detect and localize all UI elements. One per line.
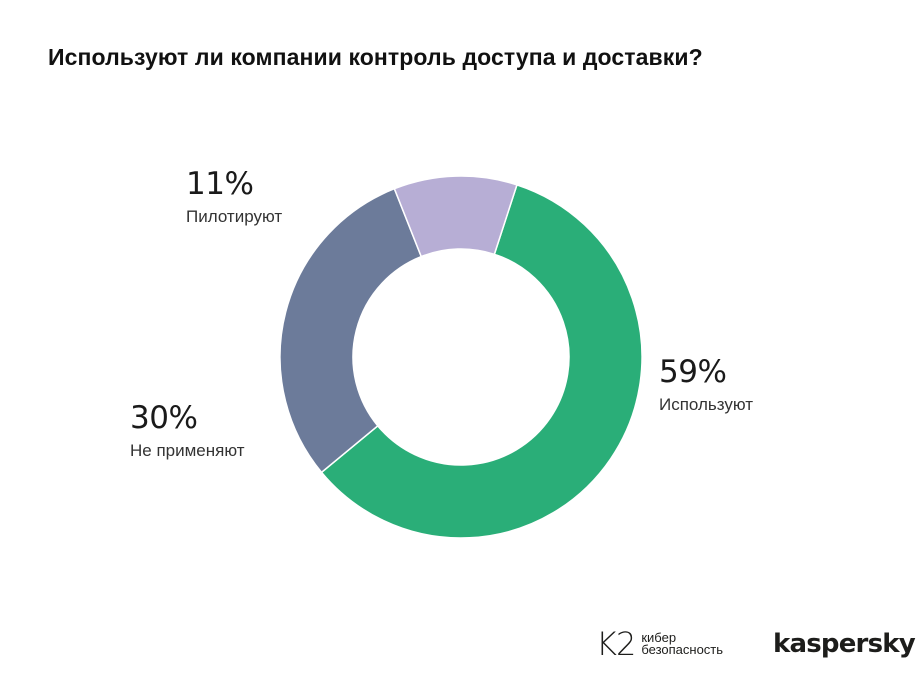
data-label-used: 59% <box>659 354 727 390</box>
k2-logo-mark: K2 <box>596 625 636 663</box>
slice-pilot <box>393 175 518 258</box>
category-label-not-used: Не применяют <box>130 441 245 460</box>
category-label-pilot: Пилотируют <box>186 207 283 226</box>
label-not-used: 30% Не применяют <box>130 400 245 462</box>
k2-logo: K2 кибер безопасность <box>596 628 723 660</box>
label-used: 59% Используют <box>659 354 753 416</box>
slice-not-used <box>279 187 423 474</box>
kaspersky-logo: kaspersky <box>773 629 916 659</box>
k2-logo-line2: безопасность <box>641 642 724 657</box>
category-label-used: Используют <box>659 395 754 414</box>
data-label-not-used: 30% <box>130 400 198 436</box>
k2-logo-line1: кибер <box>641 630 677 645</box>
data-label-pilot: 11% <box>186 166 254 202</box>
slice-used <box>320 183 643 539</box>
chart-title: Используют ли компании контроль доступа … <box>48 44 703 70</box>
k2-logo-text: кибер безопасность <box>641 630 724 657</box>
label-pilot: 11% Пилотируют <box>186 166 282 228</box>
